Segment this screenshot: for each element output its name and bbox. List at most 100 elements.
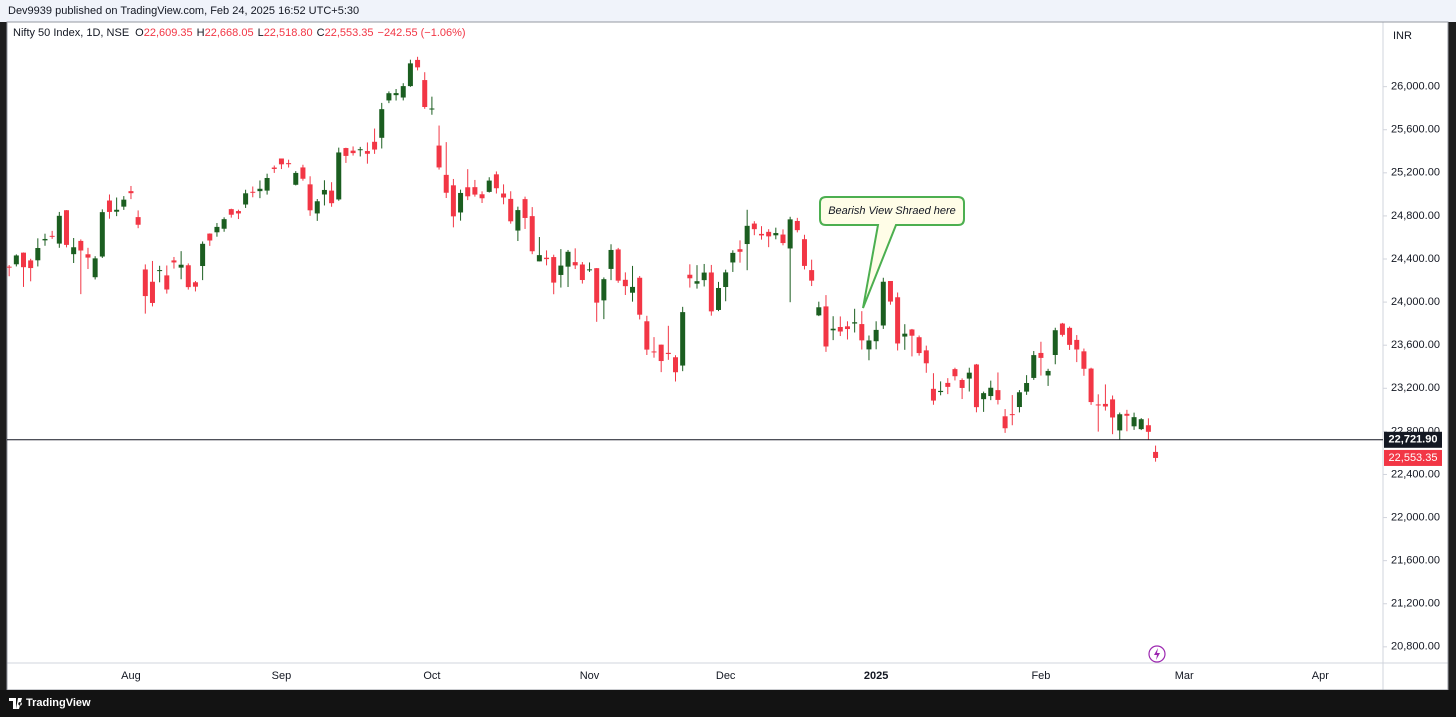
candle-body [1117, 414, 1123, 431]
candle-body [436, 145, 442, 168]
candle-body [429, 108, 435, 110]
candle-body [0, 267, 5, 269]
candle-body [1002, 416, 1008, 429]
candle-body [701, 272, 707, 281]
candle-body [207, 233, 213, 241]
candle-body [579, 264, 585, 281]
candle-body [7, 266, 12, 268]
candle-body [92, 258, 98, 278]
footer-bar [0, 690, 1456, 717]
candle-body [694, 281, 700, 284]
candle-body [773, 233, 779, 236]
candle-body [916, 337, 922, 354]
x-tick-label: Oct [423, 670, 440, 682]
candle-body [1031, 355, 1037, 378]
candle-body [1131, 417, 1137, 427]
candle-body [1081, 351, 1087, 369]
x-tick-label: Mar [1175, 670, 1194, 682]
candle-body [293, 172, 299, 185]
header-text: Dev9939 published on TradingView.com, Fe… [8, 5, 359, 17]
candle-body [493, 174, 499, 189]
legend-key: C [317, 27, 325, 39]
candle-body [716, 287, 721, 310]
candle-body [307, 184, 313, 211]
candle-body [844, 326, 850, 330]
footer-text: TradingView [26, 697, 91, 709]
candle-body [758, 233, 764, 236]
y-tick-label: 24,400.00 [1391, 253, 1440, 265]
candle-body [185, 265, 191, 288]
candle-body [443, 174, 449, 193]
candle-body [995, 390, 1001, 400]
candle-body [852, 322, 858, 324]
candle-body [114, 209, 120, 212]
candle-body [622, 279, 628, 287]
legend: Nifty 50 Index, 1D, NSE O22,609.35 H22,668… [13, 27, 466, 39]
y-tick-label: 26,000.00 [1391, 81, 1440, 93]
candle-body [680, 312, 686, 366]
candle-body [271, 167, 277, 169]
header-bar [0, 0, 1456, 22]
candle-body [329, 190, 335, 204]
candle-body [1024, 383, 1030, 392]
candle-body [522, 199, 528, 218]
legend-key: O [135, 27, 144, 39]
candle-body [386, 93, 392, 101]
candle-body [63, 210, 69, 245]
candle-body [536, 255, 542, 262]
candle-body [515, 210, 521, 231]
candle-body [1045, 370, 1051, 376]
candle-body [572, 262, 578, 266]
candle-body [644, 321, 650, 350]
candle-body [357, 149, 363, 151]
candle-body [278, 158, 284, 165]
candle-body [1153, 451, 1159, 458]
candle-body [486, 180, 492, 192]
candle-body [243, 193, 249, 205]
candle-body [85, 254, 91, 258]
candle-body [630, 286, 636, 293]
y-tick-label: 23,600.00 [1391, 339, 1440, 351]
candle-body [558, 265, 564, 275]
candle-body [565, 251, 571, 267]
candle-body [407, 63, 413, 87]
candle-body [450, 185, 456, 217]
candle-body [966, 372, 972, 379]
candle-body [859, 324, 865, 341]
candle-body [981, 393, 987, 400]
candle-body [1110, 399, 1116, 418]
candle-body [1124, 413, 1130, 416]
candle-body [673, 357, 679, 373]
hline-price-box [1384, 431, 1442, 448]
candle-body [945, 382, 951, 387]
candle-body [601, 279, 607, 301]
annotation-callout[interactable]: Bearish View Shraed here [819, 196, 965, 309]
candle-body [42, 238, 48, 241]
y-tick-label: 20,800.00 [1391, 641, 1440, 653]
candle-body [973, 364, 979, 408]
candle-body [321, 189, 327, 195]
candle-body [235, 211, 241, 214]
y-tick-label: 24,800.00 [1391, 210, 1440, 222]
candle-body [300, 167, 306, 179]
candle-body [56, 215, 62, 244]
chart-panel [7, 22, 1448, 690]
candle-body [422, 80, 428, 107]
candle-body [336, 152, 342, 200]
y-tick-label: 22,400.00 [1391, 468, 1440, 480]
footer-logo [9, 698, 22, 709]
candle-body [192, 282, 198, 287]
candle-body [78, 240, 84, 251]
candle-body [458, 192, 464, 213]
candle-body [135, 217, 141, 225]
legend-value: 22,609.35 [144, 27, 193, 39]
candle-body [1102, 403, 1108, 407]
candle-body [952, 369, 958, 377]
candle-body [379, 109, 385, 138]
candle-body [200, 243, 206, 267]
last-price-box [1384, 449, 1442, 466]
candle-body [178, 264, 184, 268]
candle-body [142, 269, 148, 297]
candle-body [501, 193, 507, 198]
candle-body [13, 255, 19, 265]
